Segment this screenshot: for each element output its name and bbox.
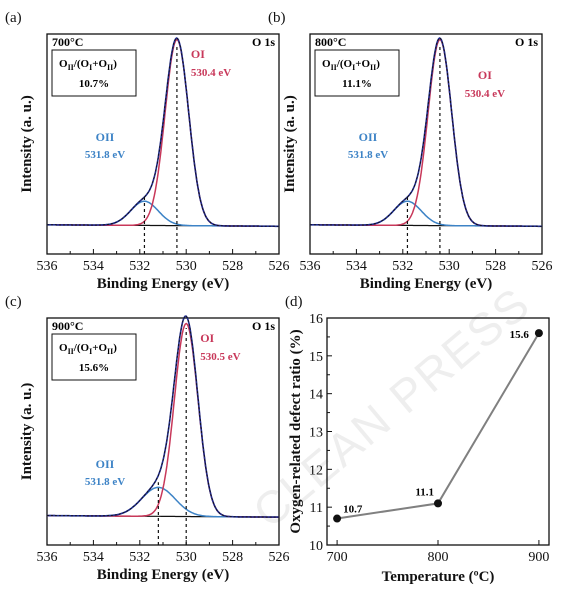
oii-energy-label: 531.8 eV	[85, 476, 125, 488]
x-tick-label: 900	[528, 550, 549, 565]
y-tick-label: 13	[309, 426, 323, 441]
x-tick-label: 532	[129, 550, 150, 565]
y-tick-label: 11	[310, 501, 323, 516]
ratio-formula: OII/(OI+OII)	[59, 342, 117, 356]
x-tick-label: 800	[428, 550, 449, 565]
panel-letter: (a)	[5, 10, 22, 26]
core-level-label: O 1s	[515, 35, 538, 49]
x-tick-label: 526	[269, 259, 290, 274]
raw-data-curve	[310, 37, 542, 227]
x-axis-label: Binding Energy (eV)	[97, 276, 230, 292]
x-tick-label: 534	[83, 550, 104, 565]
ratio-box: OII/(OI+OII) 11.1%	[314, 49, 400, 97]
xps-panel-1: 536 534 532 530 528 526 Binding Energy (eV) Int…	[5, 10, 290, 292]
oii-energy-label: 531.8 eV	[348, 149, 388, 161]
core-level-label: O 1s	[252, 319, 275, 333]
x-tick-label: 534	[83, 259, 104, 274]
x-tick-label: 528	[485, 259, 506, 274]
x-tick-label: 530	[176, 550, 197, 565]
oi-energy-label: 530.4 eV	[191, 67, 231, 79]
ratio-value: 11.1%	[342, 78, 372, 90]
data-point	[434, 499, 442, 508]
panel-letter: (c)	[5, 294, 22, 310]
y-tick-label: 16	[309, 312, 323, 327]
ratio-box-frame	[51, 49, 137, 97]
oi-label: OI	[200, 331, 214, 345]
temperature-label: 800°C	[315, 35, 346, 49]
x-axis-label: Binding Energy (eV)	[97, 567, 230, 583]
oii-fit-curve	[47, 200, 279, 228]
x-tick-label: 536	[37, 550, 58, 565]
raw-data-curve	[47, 37, 279, 227]
x-tick-label: 536	[37, 259, 58, 274]
oi-label: OI	[191, 47, 205, 61]
xps-panel-2: 536 534 532 530 528 526 Binding Energy (eV) Int…	[268, 10, 553, 292]
panels-root: 536 534 532 530 528 526 Binding Energy (eV) Int…	[5, 10, 553, 585]
x-tick-label: 536	[300, 259, 321, 274]
temperature-label: 700°C	[52, 35, 83, 49]
panel-letter: (b)	[268, 10, 286, 26]
x-tick-label: 530	[439, 259, 460, 274]
x-tick-label: 528	[222, 550, 243, 565]
x-tick-label: 526	[269, 550, 290, 565]
ratio-box: OII/(OI+OII) 15.6%	[51, 333, 137, 381]
data-label: 10.7	[343, 504, 363, 516]
oii-label: OII	[359, 130, 378, 144]
y-axis-label: Intensity (a. u.)	[19, 383, 35, 481]
ratio-value: 10.7%	[79, 78, 109, 90]
y-axis-label: Oxygen-related defect ratio (%)	[288, 329, 304, 533]
y-tick-label: 12	[309, 463, 323, 478]
x-tick-label: 532	[129, 259, 150, 274]
ratio-box: OII/(OI+OII) 10.7%	[51, 49, 137, 97]
oii-label: OII	[96, 130, 115, 144]
oi-energy-label: 530.4 eV	[465, 88, 505, 100]
data-point	[534, 329, 543, 338]
oii-energy-label: 531.8 eV	[85, 149, 125, 161]
oii-fit-curve	[47, 486, 279, 518]
ratio-formula: OII/(OI+OII)	[59, 58, 117, 72]
oii-label: OII	[96, 457, 115, 471]
data-label: 11.1	[415, 486, 434, 498]
y-axis-label: Intensity (a. u.)	[282, 95, 298, 193]
ratio-value: 15.6%	[79, 362, 109, 374]
data-label: 15.6	[510, 329, 530, 341]
xps-panel-3: 536 534 532 530 528 526 Binding Energy (eV) Int…	[5, 294, 290, 583]
data-point	[333, 514, 342, 523]
ratio-box-frame	[314, 49, 400, 97]
oi-energy-label: 530.5 eV	[200, 351, 240, 363]
ratio-formula: OII/(OI+OII)	[322, 58, 380, 72]
y-tick-label: 10	[309, 539, 323, 554]
x-axis-label: Temperature (ºC)	[382, 569, 495, 585]
oii-fit-curve	[310, 200, 542, 228]
defect-ratio-panel: 700 800 900 10 11 12 13 14 15 16 Temperature (ºC) O…	[285, 294, 550, 585]
x-tick-label: 532	[392, 259, 413, 274]
x-tick-label: 534	[346, 259, 367, 274]
temperature-label: 900°C	[52, 319, 83, 333]
raw-data-curve	[47, 315, 279, 518]
oi-label: OI	[478, 68, 492, 82]
y-axis-label: Intensity (a. u.)	[19, 95, 35, 193]
y-tick-label: 14	[309, 388, 323, 403]
ratio-box-frame	[51, 333, 137, 381]
y-tick-label: 15	[309, 350, 323, 365]
panel-letter: (d)	[285, 294, 303, 310]
x-tick-label: 530	[176, 259, 197, 274]
x-axis-label: Binding Energy (eV)	[360, 276, 493, 292]
core-level-label: O 1s	[252, 35, 275, 49]
x-tick-label: 528	[222, 259, 243, 274]
x-tick-label: 526	[532, 259, 553, 274]
x-tick-label: 700	[327, 550, 348, 565]
